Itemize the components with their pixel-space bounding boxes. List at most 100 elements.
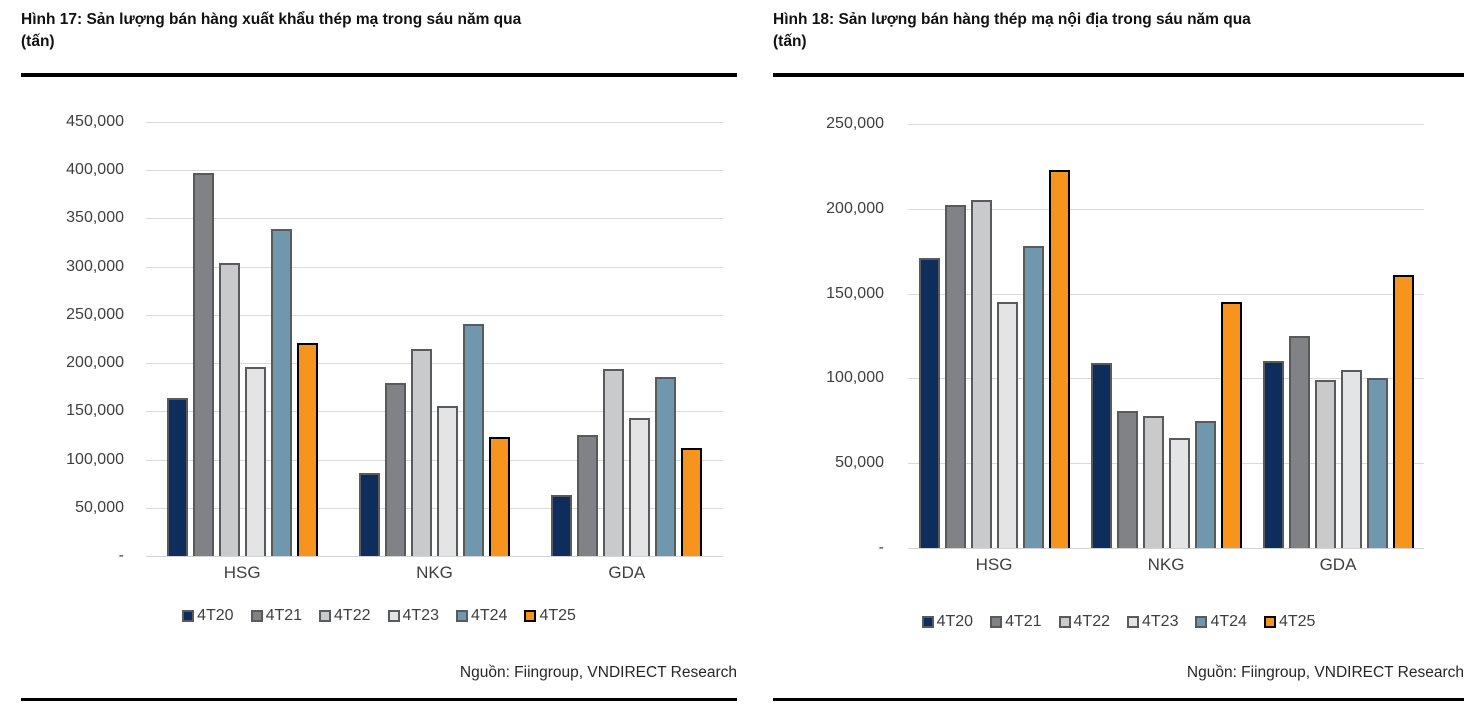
bar-NKG-4T23	[1168, 437, 1190, 548]
bar-HSG-4T24	[1022, 246, 1044, 548]
gridline	[146, 266, 723, 268]
bar-HSG-4T24	[270, 229, 292, 556]
gridline	[908, 208, 1424, 210]
legend-label-4T20: 4T20	[197, 607, 234, 624]
bar-HSG-4T22	[970, 200, 992, 548]
legend-item-4T23: 4T23	[1127, 613, 1178, 631]
bar-GDA-4T24	[1366, 378, 1388, 548]
x-axis-label-NKG: NKG	[1147, 555, 1185, 574]
legend-item-4T25: 4T25	[524, 607, 576, 625]
y-tick-label: 100,000	[66, 450, 124, 468]
x-axis-label-GDA: GDA	[608, 563, 646, 582]
bar-group-HSG	[908, 124, 1080, 548]
gridline	[908, 378, 1424, 380]
bar-NKG-4T25	[1220, 302, 1242, 548]
y-axis-tick-labels: 450,000 400,000 350,000 300,000 250,000 200,0…	[21, 113, 146, 564]
legend-marker-4T21	[990, 616, 1003, 628]
bar-HSG-4T20	[918, 257, 940, 548]
bar-NKG-4T22	[410, 348, 432, 556]
bar-group-HSG	[146, 122, 338, 556]
legend-item-4T25: 4T25	[1263, 613, 1316, 631]
figure-17-panel: Hình 17: Sản lượng bán hàng xuất khẩu th…	[21, 0, 737, 701]
legend-label-4T22: 4T22	[334, 607, 371, 624]
x-axis-label-GDA: GDA	[1319, 555, 1357, 574]
gridline	[146, 170, 723, 172]
legend-item-4T23: 4T23	[387, 607, 439, 625]
bar-NKG-4T23	[436, 405, 458, 556]
figure-title-line1: Hình 17: Sản lượng bán hàng xuất khẩu th…	[21, 11, 522, 28]
x-axis-label-HSG: HSG	[223, 563, 261, 582]
legend-marker-4T25	[1263, 616, 1276, 628]
bar-GDA-4T25	[1392, 274, 1414, 548]
legend-marker-4T23	[1127, 616, 1139, 628]
legend-label-4T23: 4T23	[402, 607, 439, 624]
bar-HSG-4T21	[192, 173, 214, 556]
bar-groups	[908, 124, 1424, 548]
gridline	[908, 124, 1424, 125]
legend-item-4T22: 4T22	[319, 607, 371, 625]
bar-NKG-4T21	[1116, 410, 1138, 548]
y-tick-label: 50,000	[835, 454, 884, 472]
bar-GDA-4T25	[681, 447, 703, 556]
legend-marker-4T20	[182, 610, 195, 622]
bar-HSG-4T23	[996, 302, 1018, 548]
chart-legend: 4T20 4T21 4T22 4T23 4T24 4T25	[773, 613, 1464, 631]
legend-marker-4T22	[1058, 616, 1071, 628]
x-axis-spacer	[773, 555, 908, 575]
bar-GDA-4T21	[1288, 336, 1310, 548]
legend-item-4T24: 4T24	[1195, 613, 1247, 631]
bar-NKG-4T25	[488, 437, 510, 556]
legend-marker-4T23	[387, 610, 400, 622]
report-figure-row: Hình 17: Sản lượng bán hàng xuất khẩu th…	[21, 0, 1464, 701]
bar-group-NKG	[1080, 124, 1252, 548]
legend-label-4T25: 4T25	[1278, 613, 1316, 630]
y-tick-label: 250,000	[826, 115, 884, 132]
legend-label-4T24: 4T24	[470, 607, 508, 624]
legend-item-4T20: 4T20	[182, 607, 234, 625]
bar-GDA-4T22	[603, 368, 625, 556]
y-tick-label: 300,000	[66, 257, 124, 275]
legend-label-4T23: 4T23	[1142, 613, 1179, 630]
gridline	[146, 122, 723, 123]
bar-groups	[146, 122, 723, 556]
y-tick-label: 150,000	[826, 284, 884, 302]
legend-marker-4T25	[524, 610, 537, 622]
figure-18-title: Hình 18: Sản lượng bán hàng thép mạ nội …	[773, 9, 1464, 77]
x-axis-labels: HSG NKG GDA	[773, 555, 1464, 575]
figure-title-line1: Hình 18: Sản lượng bán hàng thép mạ nội …	[773, 11, 1251, 28]
figure-title-line2: (tấn)	[21, 33, 55, 50]
bar-NKG-4T21	[384, 383, 406, 556]
bar-NKG-4T20	[358, 473, 380, 556]
legend-item-4T24: 4T24	[455, 607, 508, 625]
x-axis-spacer	[21, 563, 146, 583]
bar-GDA-4T21	[577, 435, 599, 556]
figure-18-panel: Hình 18: Sản lượng bán hàng thép mạ nội …	[773, 0, 1464, 701]
y-tick-label: 150,000	[66, 402, 124, 420]
legend-marker-4T22	[319, 610, 332, 622]
y-tick-label: -	[118, 547, 124, 564]
bar-HSG-4T21	[944, 205, 966, 548]
bar-GDA-4T24	[655, 376, 677, 556]
gridline	[146, 218, 723, 220]
figure-title-line2: (tấn)	[773, 33, 807, 50]
legend-marker-4T24	[1195, 616, 1208, 628]
bar-group-NKG	[338, 122, 530, 556]
bar-NKG-4T24	[1194, 420, 1216, 548]
source-note: Nguồn: Fiingroup, VNDIRECT Research	[1186, 664, 1464, 681]
y-tick-label: 250,000	[66, 305, 124, 323]
x-axis-label-HSG: HSG	[975, 555, 1013, 574]
legend-label-4T24: 4T24	[1210, 613, 1247, 630]
legend-item-4T20: 4T20	[921, 613, 973, 631]
bar-HSG-4T22	[218, 262, 240, 556]
source-note: Nguồn: Fiingroup, VNDIRECT Research	[459, 664, 737, 681]
legend-marker-4T20	[921, 616, 934, 628]
y-axis-tick-labels: 250,000 200,000 150,000 100,000 50,000 -	[773, 115, 908, 556]
bar-GDA-4T22	[1314, 380, 1336, 548]
legend-item-4T21: 4T21	[990, 613, 1042, 631]
bar-group-GDA	[1252, 124, 1424, 548]
bar-GDA-4T23	[629, 418, 651, 556]
y-tick-label: 100,000	[826, 369, 884, 387]
gridline	[146, 411, 723, 413]
bar-GDA-4T20	[1262, 361, 1284, 548]
x-axis-label-NKG: NKG	[416, 563, 453, 582]
